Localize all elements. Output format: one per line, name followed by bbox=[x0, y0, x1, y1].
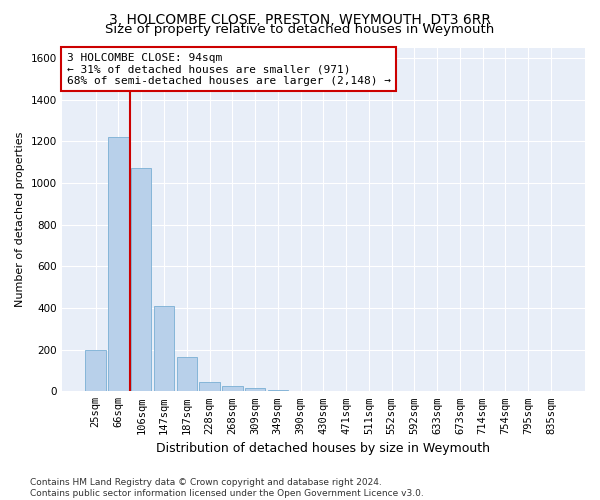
Bar bbox=[222, 386, 242, 392]
Text: Size of property relative to detached houses in Weymouth: Size of property relative to detached ho… bbox=[106, 22, 494, 36]
Bar bbox=[176, 357, 197, 392]
Text: 3, HOLCOMBE CLOSE, PRESTON, WEYMOUTH, DT3 6RR: 3, HOLCOMBE CLOSE, PRESTON, WEYMOUTH, DT… bbox=[109, 12, 491, 26]
Bar bbox=[131, 168, 151, 392]
Bar bbox=[245, 388, 265, 392]
Bar bbox=[154, 306, 174, 392]
Text: Contains HM Land Registry data © Crown copyright and database right 2024.
Contai: Contains HM Land Registry data © Crown c… bbox=[30, 478, 424, 498]
Bar bbox=[85, 350, 106, 392]
Bar bbox=[108, 137, 129, 392]
X-axis label: Distribution of detached houses by size in Weymouth: Distribution of detached houses by size … bbox=[157, 442, 490, 455]
Text: 3 HOLCOMBE CLOSE: 94sqm
← 31% of detached houses are smaller (971)
68% of semi-d: 3 HOLCOMBE CLOSE: 94sqm ← 31% of detache… bbox=[67, 52, 391, 86]
Bar bbox=[199, 382, 220, 392]
Bar bbox=[268, 390, 288, 392]
Y-axis label: Number of detached properties: Number of detached properties bbox=[15, 132, 25, 307]
